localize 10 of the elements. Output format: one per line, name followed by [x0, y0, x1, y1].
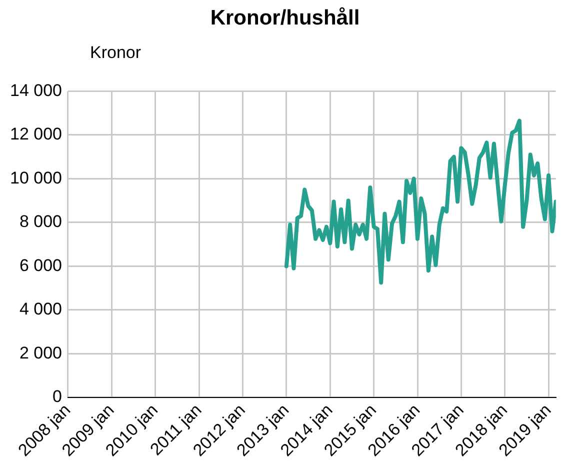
y-tick-label: 4 000 — [19, 300, 62, 319]
y-tick-label: 0 — [52, 387, 62, 406]
y-tick-label: 14 000 — [10, 80, 62, 100]
y-tick-label: 2 000 — [19, 343, 62, 362]
y-tick-label: 6 000 — [19, 256, 62, 275]
y-tick-label: 12 000 — [10, 124, 62, 144]
y-tick-label: 10 000 — [10, 168, 62, 188]
chart-title: Kronor/hushåll — [210, 6, 360, 30]
y-tick-label: 8 000 — [19, 212, 62, 232]
y-axis-title: Kronor — [90, 43, 142, 62]
